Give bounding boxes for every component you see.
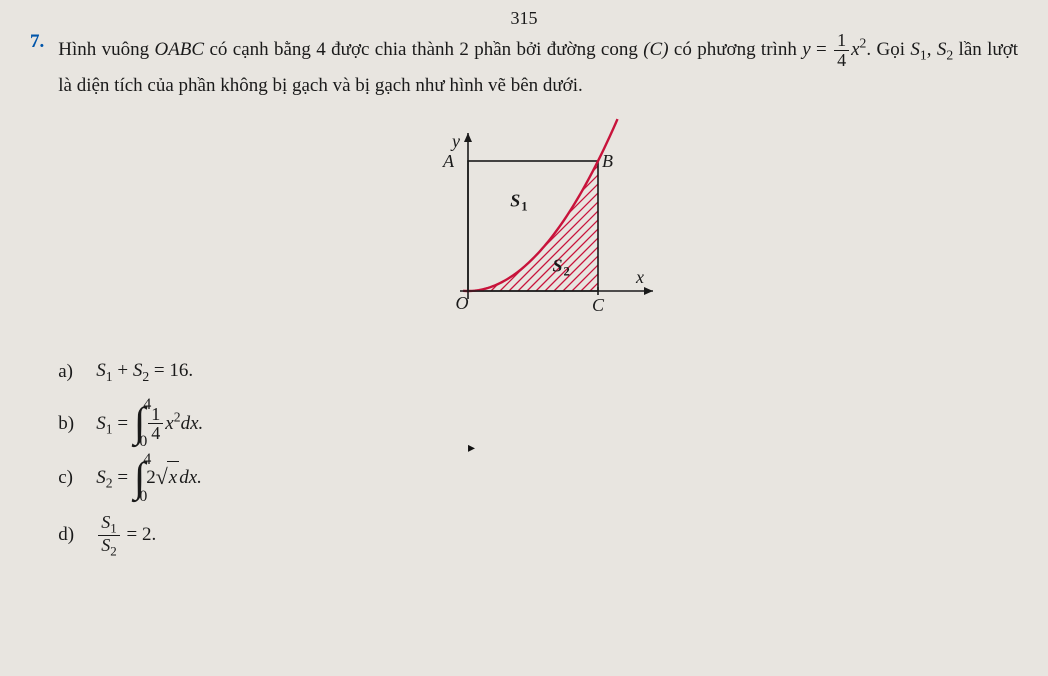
option-label: c) bbox=[58, 462, 82, 494]
text: có cạnh bằng 4 được chia thành 2 phần bở… bbox=[204, 39, 643, 60]
option-a: a) S1 + S2 = 16. bbox=[58, 355, 1018, 388]
s2-sub: 2 bbox=[110, 544, 117, 559]
option-c-expr: S2 = ∫402√xdx. bbox=[96, 459, 202, 496]
eq-y: y bbox=[802, 39, 810, 60]
exponent: 2 bbox=[174, 409, 181, 424]
sqrt-arg: x bbox=[167, 461, 179, 494]
problem-body: Hình vuông OABC có cạnh bằng 4 được chia… bbox=[58, 31, 1018, 574]
s2: S bbox=[101, 535, 110, 555]
denominator: 4 bbox=[834, 50, 849, 70]
page-number: 315 bbox=[30, 8, 1018, 29]
integral-sign: ∫40 bbox=[134, 461, 145, 497]
svg-text:y: y bbox=[450, 131, 460, 151]
numerator: S1 bbox=[98, 513, 120, 535]
svg-text:B: B bbox=[602, 151, 613, 171]
svg-text:x: x bbox=[635, 267, 644, 287]
option-d: d) S1 S2 = 2. bbox=[58, 513, 1018, 559]
svg-text:2: 2 bbox=[564, 265, 570, 279]
svg-text:1: 1 bbox=[521, 200, 527, 214]
plus: + bbox=[113, 360, 133, 381]
dx: dx. bbox=[181, 412, 204, 433]
problem-number: 7. bbox=[30, 31, 44, 53]
eq-x: x bbox=[851, 39, 859, 60]
figure: yxOABCS1S2 bbox=[408, 116, 668, 337]
integral-sign: ∫40 bbox=[134, 406, 145, 442]
denominator: S2 bbox=[98, 535, 120, 558]
s2: S bbox=[133, 360, 143, 381]
numerator: 1 bbox=[834, 31, 849, 50]
s1: S bbox=[101, 512, 110, 532]
sep: , bbox=[927, 39, 937, 60]
eq: = 2. bbox=[122, 524, 156, 545]
denominator: 4 bbox=[148, 423, 163, 443]
eq-sign: = bbox=[811, 39, 832, 60]
svg-text:S: S bbox=[553, 256, 563, 276]
coef: 2 bbox=[146, 467, 156, 488]
option-b-expr: S1 = ∫4014x2dx. bbox=[96, 405, 203, 444]
svg-text:S: S bbox=[510, 191, 520, 211]
cursor-icon: ▸ bbox=[468, 440, 475, 457]
lhs: S bbox=[96, 412, 106, 433]
option-c: c) S2 = ∫402√xdx. bbox=[58, 459, 1018, 496]
s2: S bbox=[937, 39, 947, 60]
option-label: b) bbox=[58, 408, 82, 440]
int-upper: 4 bbox=[143, 398, 151, 412]
problem-7: 7. Hình vuông OABC có cạnh bằng 4 được c… bbox=[30, 31, 1018, 574]
s1: S bbox=[96, 360, 106, 381]
figure-container: yxOABCS1S2 bbox=[58, 116, 1018, 337]
s1-sub: 1 bbox=[106, 369, 113, 384]
int-upper: 4 bbox=[143, 453, 151, 467]
eq: = bbox=[113, 412, 133, 433]
eq: = 16. bbox=[149, 360, 193, 381]
lhs-sub: 1 bbox=[106, 421, 113, 436]
fraction: 14 bbox=[834, 31, 849, 70]
lhs: S bbox=[96, 467, 106, 488]
option-a-expr: S1 + S2 = 16. bbox=[96, 355, 193, 388]
int-lower: 0 bbox=[139, 490, 147, 504]
integral: ∫40 bbox=[133, 406, 146, 442]
s1-sub: 1 bbox=[110, 520, 117, 535]
text: . Gọi bbox=[866, 39, 910, 60]
options: a) S1 + S2 = 16. b) S1 = ∫4014x2dx. c) S… bbox=[58, 355, 1018, 558]
problem-text: Hình vuông OABC có cạnh bằng 4 được chia… bbox=[58, 31, 1018, 102]
lhs-sub: 2 bbox=[106, 476, 113, 491]
s1-sub: 1 bbox=[920, 48, 927, 63]
dx: dx. bbox=[179, 467, 202, 488]
s1: S bbox=[910, 39, 920, 60]
curve-name: (C) bbox=[643, 39, 668, 60]
svg-text:O: O bbox=[456, 293, 469, 313]
option-label: a) bbox=[58, 356, 82, 388]
fraction: S1 S2 bbox=[98, 513, 120, 559]
option-label: d) bbox=[58, 519, 82, 551]
integral: ∫40 bbox=[133, 461, 146, 497]
text: Hình vuông bbox=[58, 39, 154, 60]
option-b: b) S1 = ∫4014x2dx. bbox=[58, 405, 1018, 444]
svg-text:A: A bbox=[442, 151, 455, 171]
text: có phương trình bbox=[669, 39, 803, 60]
square-name: OABC bbox=[154, 39, 204, 60]
figure-svg: yxOABCS1S2 bbox=[408, 116, 668, 326]
option-d-expr: S1 S2 = 2. bbox=[96, 513, 156, 559]
int-lower: 0 bbox=[139, 435, 147, 449]
eq: = bbox=[113, 467, 133, 488]
svg-text:C: C bbox=[592, 295, 605, 315]
x: x bbox=[165, 412, 173, 433]
